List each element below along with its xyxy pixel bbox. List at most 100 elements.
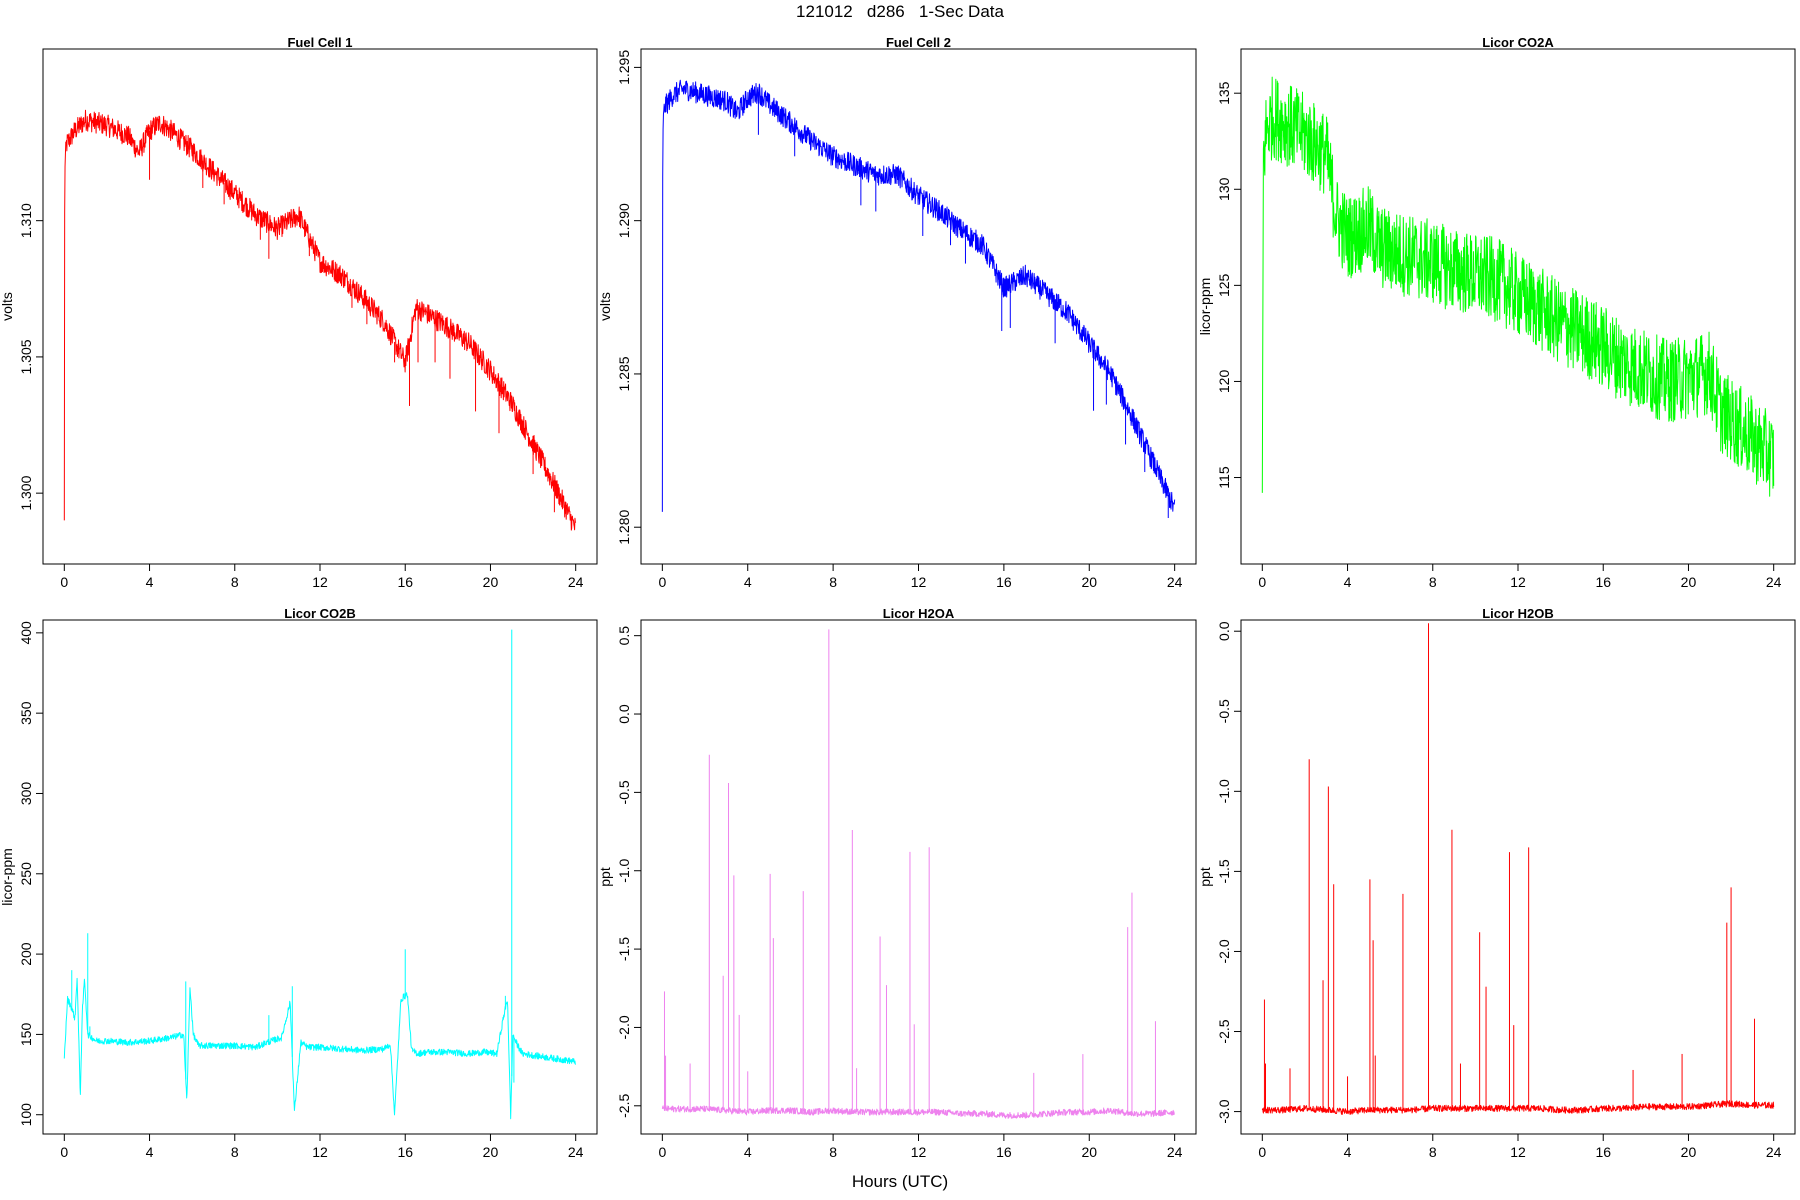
panel-6: Licor H2OB 0 4 8 12 16 20 24 -3.0 -2.5 -2.0 -1.5 -1.… [1197, 606, 1796, 1160]
series-line [63, 977, 576, 1120]
y-tick-label: 115 [1216, 466, 1232, 489]
x-tick-label: 4 [1344, 1144, 1352, 1160]
series-line [63, 109, 577, 531]
panel-title: Licor CO2A [1482, 35, 1554, 50]
y-tick-label: -0.5 [616, 780, 632, 804]
series-group [1261, 76, 1775, 497]
y-tick-label: 1.310 [18, 203, 34, 238]
panel-4: Licor CO2B 0 4 8 12 16 20 24 100 150 200 250 300 350 4… [0, 606, 598, 1160]
y-tick-label: 0.0 [616, 704, 632, 724]
y-tick-label: -1.5 [1216, 859, 1232, 883]
y-tick-label: 1.280 [616, 509, 632, 544]
y-tick-label: 250 [18, 862, 34, 886]
x-tick-label: 12 [1510, 1144, 1526, 1160]
x-tick-label: 0 [60, 1144, 68, 1160]
y-tick-label: -2.5 [1216, 1019, 1232, 1043]
series-line [1261, 1100, 1775, 1115]
plot-frame [42, 48, 598, 565]
y-tick-label: -1.0 [616, 858, 632, 882]
y-tick-label: 130 [1216, 177, 1232, 201]
x-tick-label: 4 [744, 574, 752, 590]
series-group [63, 629, 576, 1120]
x-tick-label: 24 [1766, 574, 1782, 590]
x-tick-label: 8 [231, 574, 239, 590]
x-tick-label: 20 [483, 1144, 499, 1160]
panel-title: Licor H2OB [1482, 606, 1554, 621]
panel-1: Fuel Cell 1 0 4 8 12 16 20 24 1.300 1.305 1.310 vol… [0, 35, 598, 590]
y-tick-label: -2.0 [616, 1015, 632, 1039]
x-tick-label: 16 [1595, 1144, 1611, 1160]
x-tick-label: 12 [911, 574, 927, 590]
y-tick-label: -0.5 [1216, 699, 1232, 723]
y-tick-label: 300 [18, 782, 34, 806]
y-tick-label: 400 [18, 621, 34, 645]
y-tick-label: -1.0 [1216, 779, 1232, 803]
y-tick-label: 350 [18, 701, 34, 725]
x-tick-label: 12 [911, 1144, 927, 1160]
y-tick-label: 1.285 [616, 356, 632, 391]
plot-frame [640, 48, 1197, 565]
x-tick-label: 16 [1595, 574, 1611, 590]
y-axis-label: volts [0, 292, 15, 321]
series-group [661, 629, 1175, 1119]
x-tick-label: 24 [568, 1144, 584, 1160]
x-tick-label: 16 [397, 574, 413, 590]
y-tick-label: 1.295 [616, 50, 632, 85]
panel-5: Licor H2OA 0 4 8 12 16 20 24 -2.5 -2.0 -1.5 -1.0 -0.… [597, 606, 1197, 1160]
x-tick-label: 24 [1167, 574, 1183, 590]
y-axis-label: volts [597, 292, 613, 321]
y-axis-label: licor-ppm [1197, 278, 1213, 336]
series-group [661, 79, 1176, 519]
x-tick-label: 4 [1344, 574, 1352, 590]
x-tick-label: 20 [1081, 574, 1097, 590]
x-tick-label: 8 [829, 1144, 837, 1160]
y-tick-label: 100 [18, 1103, 34, 1127]
x-tick-label: 24 [1766, 1144, 1782, 1160]
y-tick-label: -2.0 [1216, 939, 1232, 963]
plot-frame [1240, 48, 1796, 565]
y-tick-label: 150 [18, 1023, 34, 1047]
x-tick-label: 16 [996, 574, 1012, 590]
x-tick-label: 0 [1258, 1144, 1266, 1160]
plot-frame [640, 619, 1197, 1135]
x-tick-label: 8 [1429, 574, 1437, 590]
y-tick-label: 200 [18, 942, 34, 966]
x-tick-label: 12 [312, 574, 328, 590]
series-group [1261, 623, 1775, 1115]
x-tick-label: 20 [1681, 1144, 1697, 1160]
x-tick-label: 20 [1081, 1144, 1097, 1160]
y-tick-label: 1.305 [18, 339, 34, 374]
panel-3: Licor CO2A 0 4 8 12 16 20 24 115 120 125 130 135 lico… [1197, 35, 1796, 590]
series-group [63, 109, 577, 531]
y-tick-label: 1.290 [616, 203, 632, 238]
y-tick-label: 135 [1216, 81, 1232, 105]
panel-title: Licor CO2B [284, 606, 356, 621]
y-tick-label: 1.300 [18, 475, 34, 510]
series-line [1261, 76, 1775, 497]
x-tick-label: 4 [146, 574, 154, 590]
x-tick-label: 12 [1510, 574, 1526, 590]
figure-x-axis-label: Hours (UTC) [851, 1172, 949, 1191]
panel-title: Licor H2OA [883, 606, 955, 621]
x-tick-label: 20 [1681, 574, 1697, 590]
y-tick-label: -2.5 [616, 1094, 632, 1118]
y-axis-label: ppt [1197, 867, 1213, 887]
x-tick-label: 16 [397, 1144, 413, 1160]
x-tick-label: 8 [829, 574, 837, 590]
series-line [661, 79, 1176, 512]
x-tick-label: 0 [658, 1144, 666, 1160]
x-tick-label: 12 [312, 1144, 328, 1160]
figure-title: 121012 d286 1-Sec Data [796, 2, 1004, 21]
y-tick-label: 125 [1216, 273, 1232, 297]
y-tick-label: -1.5 [616, 937, 632, 961]
x-tick-label: 8 [231, 1144, 239, 1160]
x-tick-label: 24 [568, 574, 584, 590]
x-tick-label: 0 [60, 574, 68, 590]
x-tick-label: 0 [1258, 574, 1266, 590]
x-tick-label: 4 [744, 1144, 752, 1160]
x-tick-label: 0 [658, 574, 666, 590]
x-tick-label: 8 [1429, 1144, 1437, 1160]
panel-2: Fuel Cell 2 0 4 8 12 16 20 24 1.280 1.285 1.290 1.2… [597, 35, 1197, 590]
panel-title: Fuel Cell 1 [287, 35, 352, 50]
